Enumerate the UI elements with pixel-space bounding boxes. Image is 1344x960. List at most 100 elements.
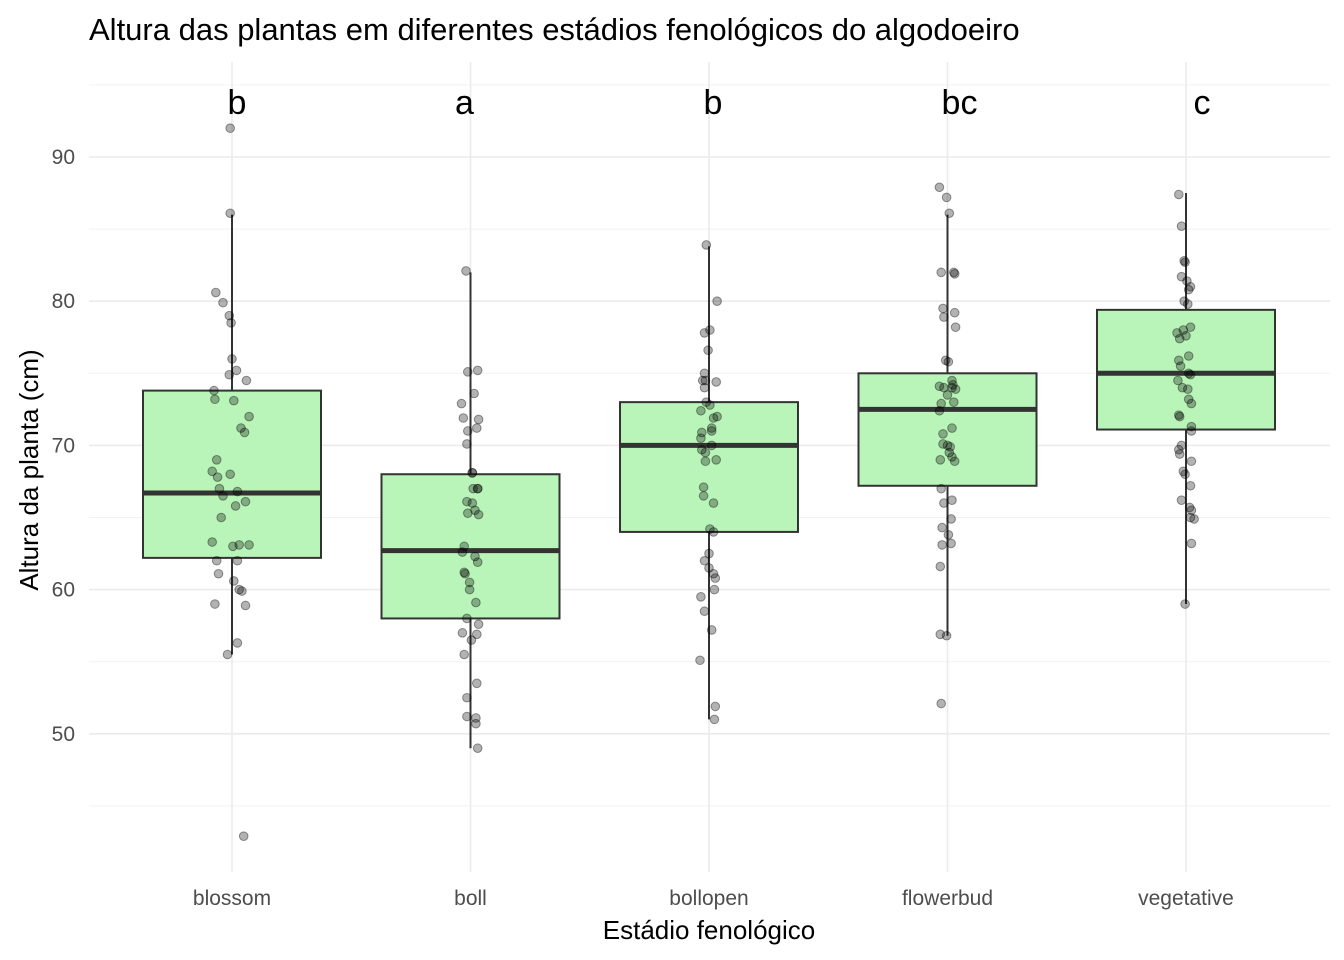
data-point	[214, 483, 225, 494]
data-point	[227, 354, 237, 364]
data-point	[232, 638, 243, 648]
data-point	[231, 365, 242, 376]
data-point	[1174, 410, 1184, 420]
data-point	[700, 456, 711, 467]
data-point	[709, 584, 720, 595]
data-point	[472, 483, 483, 494]
data-point	[467, 467, 478, 478]
data-point	[471, 713, 481, 723]
jitter-points	[207, 123, 1199, 841]
group-letters: b a b bc c	[228, 84, 1211, 122]
data-point	[232, 555, 243, 566]
iqr-box-blossom	[142, 389, 322, 559]
data-point	[1186, 426, 1197, 436]
data-point	[237, 586, 247, 596]
data-point	[950, 322, 961, 332]
data-point	[1174, 444, 1184, 455]
data-point	[705, 325, 715, 335]
data-point	[708, 527, 719, 537]
data-point	[1185, 322, 1196, 332]
data-point	[937, 540, 947, 550]
data-point	[947, 452, 957, 462]
data-point	[947, 495, 957, 505]
group-letter-boll: a	[455, 84, 474, 122]
data-point	[943, 356, 954, 367]
data-point	[1177, 382, 1188, 393]
data-point	[1176, 495, 1187, 505]
data-point	[472, 423, 482, 433]
x-tick-label: flowerbud	[902, 887, 993, 910]
data-point	[704, 563, 714, 573]
data-point	[711, 377, 722, 387]
data-point	[462, 711, 472, 722]
data-point	[209, 385, 219, 396]
data-point	[949, 397, 959, 407]
data-point	[1186, 398, 1197, 409]
data-point	[218, 491, 228, 501]
data-point	[229, 395, 239, 406]
data-point	[1183, 284, 1194, 295]
group-letter-vegetative: c	[1194, 84, 1211, 122]
data-point	[697, 444, 707, 455]
data-point	[708, 413, 719, 423]
data-point	[473, 414, 484, 425]
data-point	[944, 208, 955, 219]
data-point	[710, 573, 721, 583]
data-point	[1181, 331, 1191, 341]
data-point	[946, 514, 956, 524]
data-point	[934, 381, 945, 392]
data-point	[944, 447, 955, 458]
data-point	[1180, 257, 1190, 268]
data-point	[472, 483, 483, 494]
data-point	[225, 469, 235, 480]
data-point	[470, 551, 480, 562]
data-point	[1186, 505, 1197, 516]
data-point	[1180, 469, 1190, 480]
data-point	[207, 537, 217, 547]
data-point	[941, 630, 952, 641]
data-point	[936, 398, 947, 409]
iqr-box-vegetative	[1096, 308, 1276, 431]
data-point	[228, 541, 238, 552]
data-point	[947, 375, 957, 386]
data-point	[466, 635, 477, 645]
y-tick-label: 60	[52, 579, 75, 602]
data-point	[458, 413, 469, 423]
data-point	[939, 312, 949, 322]
data-point	[462, 692, 472, 703]
boxes	[142, 193, 1276, 749]
data-point	[1183, 299, 1193, 309]
data-point	[1185, 512, 1196, 523]
group-letter-flowerbud: bc	[942, 84, 978, 122]
y-axis-title: Altura da planta (cm)	[14, 349, 44, 590]
data-point	[695, 655, 705, 666]
chart-title: Altura das plantas em diferentes estádio…	[89, 12, 1020, 47]
y-tick-label: 50	[52, 723, 75, 746]
data-point	[238, 831, 249, 841]
data-point	[461, 266, 471, 276]
data-point	[701, 397, 712, 407]
data-point	[937, 522, 947, 533]
data-point	[244, 411, 254, 422]
data-point	[698, 482, 709, 493]
data-point	[1186, 538, 1197, 549]
data-point	[949, 267, 959, 278]
box-flowerbud	[857, 214, 1038, 636]
data-point	[699, 606, 710, 617]
data-point	[226, 318, 236, 328]
data-point	[706, 440, 717, 451]
data-point	[698, 491, 709, 501]
data-point	[941, 192, 952, 203]
data-point	[697, 375, 708, 386]
data-point	[697, 427, 707, 438]
data-point	[1174, 189, 1184, 200]
data-point	[472, 678, 482, 689]
data-point	[473, 509, 484, 520]
y-tick-label: 90	[52, 146, 75, 169]
data-point	[939, 382, 949, 393]
x-tick-label: blossom	[193, 887, 271, 910]
y-tick-label: 70	[52, 434, 75, 457]
data-point	[457, 547, 468, 557]
